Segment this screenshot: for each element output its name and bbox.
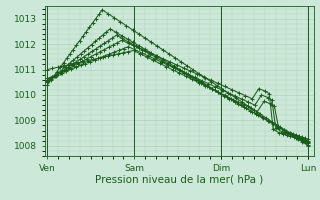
X-axis label: Pression niveau de la mer( hPa ): Pression niveau de la mer( hPa ) xyxy=(95,174,263,184)
